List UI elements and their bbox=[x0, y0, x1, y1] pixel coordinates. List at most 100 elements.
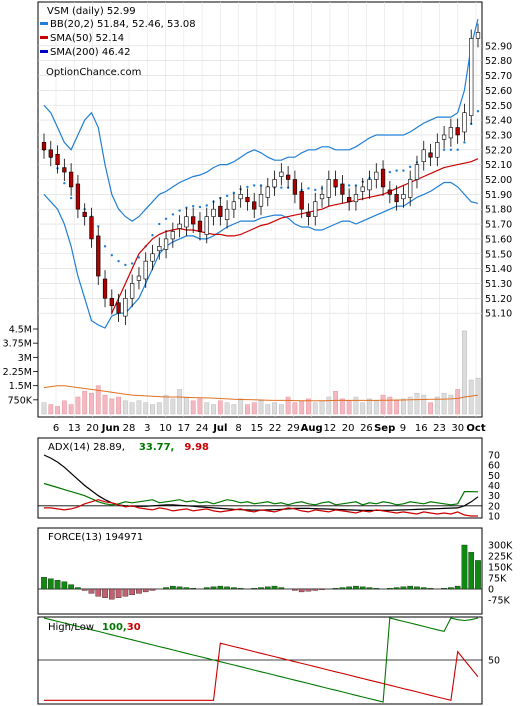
volume-bar bbox=[170, 398, 176, 415]
candle-body bbox=[191, 216, 196, 225]
force-tick-label: 300K bbox=[488, 541, 513, 552]
candle-body bbox=[204, 216, 209, 235]
volume-bar bbox=[197, 398, 203, 415]
bollinger-mid-dot bbox=[103, 245, 107, 248]
force-bar bbox=[461, 544, 468, 590]
candle-body bbox=[374, 171, 379, 180]
volume-bar bbox=[339, 398, 345, 415]
sma200-legend-swatch bbox=[40, 50, 48, 53]
bb-legend-label: BB(20,2) 51.84, 52.46, 53.08 bbox=[50, 19, 196, 30]
volume-bar bbox=[407, 396, 413, 415]
x-tick-label: Jul bbox=[212, 423, 227, 434]
force-bar bbox=[136, 588, 142, 594]
volume-bar bbox=[217, 400, 223, 415]
force-title: FORCE(13) 194971 bbox=[48, 532, 143, 543]
force-bar bbox=[400, 586, 407, 590]
price-tick-label: 52.20 bbox=[485, 145, 512, 156]
bollinger-lower-line bbox=[43, 181, 479, 329]
volume-bar bbox=[462, 330, 467, 415]
candle-body bbox=[68, 171, 74, 188]
bollinger-mid-dot bbox=[151, 233, 154, 237]
price-tick-label: 52.80 bbox=[485, 56, 512, 67]
x-tick-label: 13 bbox=[68, 423, 81, 434]
volume-bar bbox=[272, 402, 277, 415]
highlow-tick-label: 50 bbox=[488, 656, 500, 667]
volume-bar bbox=[163, 394, 169, 415]
adx-panel-frame bbox=[37, 437, 483, 519]
candle-body bbox=[353, 194, 359, 203]
candle-body bbox=[130, 283, 135, 299]
force-panel-frame bbox=[37, 527, 483, 615]
volume-bar bbox=[258, 400, 264, 415]
force-bar bbox=[75, 587, 81, 590]
force-bar bbox=[373, 588, 380, 590]
price-tick-label: 52.00 bbox=[485, 175, 512, 186]
bollinger-mid-dot bbox=[97, 225, 100, 228]
x-tick-label: 20 bbox=[86, 423, 99, 434]
candle-body bbox=[428, 152, 433, 158]
volume-bar bbox=[421, 394, 427, 415]
x-tick-label: 15 bbox=[251, 423, 264, 434]
force-bar bbox=[454, 585, 461, 590]
volume-tick-label: 3M bbox=[18, 353, 32, 364]
price-tick-label: 52.40 bbox=[485, 116, 512, 127]
bollinger-mid-dot bbox=[137, 256, 141, 259]
volume-bar bbox=[238, 398, 244, 415]
candle-body bbox=[455, 127, 460, 136]
volume-bar bbox=[122, 400, 128, 415]
volume-bar bbox=[190, 400, 196, 415]
sma50-legend-label: SMA(50) 52.14 bbox=[50, 33, 124, 44]
force-tick-label: 225K bbox=[488, 552, 513, 563]
force-tick-label: -75K bbox=[488, 596, 511, 607]
volume-bar bbox=[346, 400, 352, 415]
force-bar bbox=[353, 585, 359, 590]
adx-tick-label: 10 bbox=[488, 512, 500, 523]
candle-body bbox=[367, 179, 372, 191]
price-tick-label: 52.30 bbox=[485, 130, 512, 141]
adx-tick-label: 30 bbox=[488, 491, 500, 502]
bollinger-mid-dot bbox=[158, 222, 161, 226]
candle-body bbox=[211, 208, 216, 217]
watermark: OptionChance.com bbox=[46, 67, 141, 78]
force-bar bbox=[61, 581, 68, 590]
bollinger-mid-dot bbox=[307, 187, 310, 190]
volume-bar bbox=[109, 398, 115, 415]
force-bar bbox=[183, 587, 190, 590]
force-bar bbox=[251, 588, 258, 590]
volume-bar bbox=[394, 400, 400, 415]
force-bar bbox=[387, 588, 393, 590]
force-bar bbox=[448, 587, 454, 590]
candle-body bbox=[163, 238, 169, 250]
force-bar bbox=[346, 586, 352, 590]
volume-bar bbox=[333, 391, 339, 415]
price-tick-label: 51.70 bbox=[485, 220, 512, 231]
volume-bar bbox=[326, 396, 332, 415]
volume-bar bbox=[380, 394, 386, 415]
x-tick-label: 22 bbox=[269, 423, 282, 434]
volume-bar bbox=[129, 402, 135, 415]
price-tick-label: 51.90 bbox=[485, 190, 512, 201]
x-tick-label: 26 bbox=[360, 423, 373, 434]
bollinger-mid-dot bbox=[171, 213, 175, 216]
sma50-legend-swatch bbox=[40, 36, 48, 39]
volume-bar bbox=[231, 404, 237, 415]
price-tick-label: 51.80 bbox=[485, 205, 512, 216]
force-bar bbox=[305, 588, 312, 592]
adx-title: ADX(14) 28.89, 33.77, 9.98 bbox=[48, 442, 209, 453]
volume-bar bbox=[116, 396, 122, 415]
price-tick-label: 51.60 bbox=[485, 234, 512, 245]
volume-bar bbox=[41, 402, 47, 415]
volume-bar bbox=[150, 404, 155, 415]
candle-body bbox=[245, 197, 250, 203]
candle-body bbox=[272, 179, 277, 188]
volume-bar bbox=[387, 396, 393, 415]
x-tick-label: 9 bbox=[400, 423, 406, 434]
force-bar bbox=[231, 587, 237, 590]
candle-body bbox=[238, 194, 243, 200]
force-bar bbox=[102, 588, 108, 598]
candle-body bbox=[326, 179, 331, 198]
bollinger-mid-dot bbox=[191, 205, 195, 208]
bollinger-mid-dot bbox=[225, 194, 229, 198]
candle-body bbox=[102, 278, 108, 299]
volume-bar bbox=[455, 389, 461, 415]
